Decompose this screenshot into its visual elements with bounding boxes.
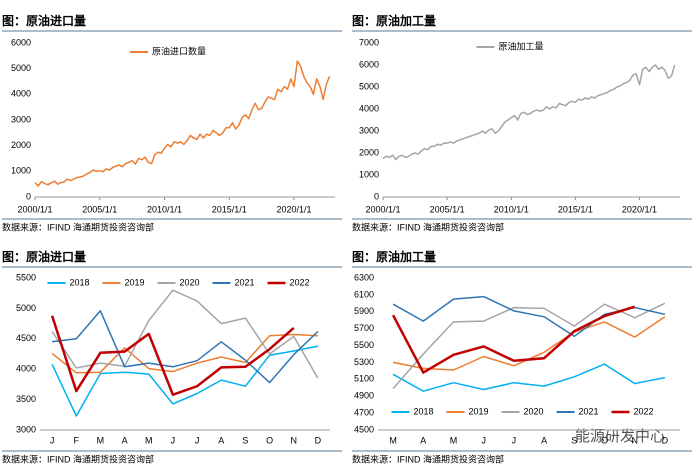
x-tick-label: O — [266, 435, 273, 445]
chart-title: 图：原油加工量 — [352, 13, 436, 28]
x-tick-label: D — [662, 435, 669, 445]
x-tick-label: S — [242, 435, 248, 445]
x-tick-label: M — [145, 435, 153, 445]
x-tick-label: S — [571, 435, 577, 445]
legend-label: 2019 — [125, 277, 145, 287]
source-note: 数据来源：IFIND 海通期货投资咨询部 — [352, 453, 504, 464]
x-tick-label: A — [541, 435, 547, 445]
y-tick-label: 5500 — [16, 272, 36, 282]
x-tick-label: N — [291, 435, 298, 445]
x-tick-label: D — [315, 435, 322, 445]
x-tick-label: 2010/1/1 — [147, 204, 182, 214]
x-tick-label: M — [97, 435, 105, 445]
x-tick-label: F — [74, 435, 80, 445]
y-tick-label: 3000 — [16, 424, 36, 434]
legend-label: 2019 — [469, 406, 489, 416]
legend-label: 2022 — [634, 406, 654, 416]
legend-label: 2021 — [579, 406, 599, 416]
series-line — [382, 64, 676, 161]
series-line — [392, 302, 666, 390]
y-tick-label: 5000 — [11, 63, 31, 73]
x-tick-label: A — [122, 435, 128, 445]
y-tick-label: 0 — [374, 191, 379, 201]
series-line — [51, 333, 318, 374]
x-tick-label: A — [218, 435, 224, 445]
y-tick-label: 4000 — [359, 103, 379, 113]
x-tick-label: 2010/1/1 — [494, 204, 529, 214]
y-tick-label: 3000 — [359, 125, 379, 135]
y-tick-label: 5300 — [354, 357, 374, 367]
y-tick-label: 1000 — [359, 169, 379, 179]
y-tick-label: 6100 — [354, 289, 374, 299]
y-tick-label: 5000 — [16, 303, 36, 313]
series-line — [51, 345, 319, 417]
x-tick-label: 2015/1/1 — [212, 204, 247, 214]
y-tick-label: 4000 — [11, 89, 31, 99]
series-line — [391, 305, 636, 374]
x-tick-label: 2020/1/1 — [277, 204, 312, 214]
legend-label: 2021 — [235, 277, 255, 287]
x-tick-label: A — [420, 435, 426, 445]
legend-label: 2018 — [70, 277, 90, 287]
x-tick-label: 2005/1/1 — [82, 204, 117, 214]
x-tick-label: J — [512, 435, 517, 445]
y-tick-label: 5700 — [354, 323, 374, 333]
source-note: 数据来源：IFIND 海通期货投资咨询部 — [2, 221, 154, 232]
x-tick-label: 2000/1/1 — [17, 204, 52, 214]
x-tick-label: M — [389, 435, 397, 445]
y-tick-label: 5100 — [354, 374, 374, 384]
y-tick-label: 4500 — [354, 424, 374, 434]
chart-title: 图：原油进口量 — [2, 13, 86, 28]
y-tick-label: 5500 — [354, 340, 374, 350]
x-tick-label: J — [50, 435, 55, 445]
watermark: 能源研发中心 — [575, 428, 665, 445]
legend-label: 2018 — [414, 406, 434, 416]
x-tick-label: N — [631, 435, 638, 445]
series-line — [392, 363, 666, 392]
chart-title: 图：原油加工量 — [352, 249, 436, 264]
x-tick-label: J — [195, 435, 200, 445]
y-tick-label: 7000 — [359, 37, 379, 47]
y-tick-label: 6000 — [359, 59, 379, 69]
x-tick-label: 2000/1/1 — [365, 204, 400, 214]
x-tick-label: J — [481, 435, 486, 445]
y-tick-label: 0 — [26, 191, 31, 201]
series-line — [34, 60, 331, 187]
y-tick-label: 6300 — [354, 272, 374, 282]
y-tick-label: 2000 — [359, 147, 379, 157]
y-tick-label: 4700 — [354, 407, 374, 417]
y-tick-label: 4000 — [16, 364, 36, 374]
legend-label: 2020 — [524, 406, 544, 416]
y-tick-label: 5900 — [354, 306, 374, 316]
source-note: 数据来源：IFIND 海通期货投资咨询部 — [2, 453, 154, 464]
x-tick-label: O — [601, 435, 608, 445]
legend-label: 2022 — [290, 277, 310, 287]
legend-label: 原油加工量 — [499, 40, 544, 51]
y-tick-label: 5000 — [359, 81, 379, 91]
y-tick-label: 3000 — [11, 114, 31, 124]
x-tick-label: J — [171, 435, 176, 445]
y-tick-label: 1000 — [11, 166, 31, 176]
y-tick-label: 6000 — [11, 37, 31, 47]
series-line — [51, 289, 319, 379]
series-line — [52, 310, 319, 384]
legend-label: 原油进口数量 — [152, 45, 206, 56]
x-tick-label: 2015/1/1 — [558, 204, 593, 214]
y-tick-label: 4900 — [354, 391, 374, 401]
y-tick-label: 2000 — [11, 140, 31, 150]
y-tick-label: 3500 — [16, 394, 36, 404]
series-line — [50, 315, 295, 396]
chart-title: 图：原油进口量 — [2, 249, 86, 264]
series-line — [392, 295, 666, 338]
x-tick-label: 2020/1/1 — [622, 204, 657, 214]
source-note: 数据来源：IFIND 海通期货投资咨询部 — [352, 221, 504, 232]
y-tick-label: 4500 — [16, 333, 36, 343]
legend-label: 2020 — [180, 277, 200, 287]
x-tick-label: 2005/1/1 — [430, 204, 465, 214]
x-tick-label: M — [450, 435, 458, 445]
